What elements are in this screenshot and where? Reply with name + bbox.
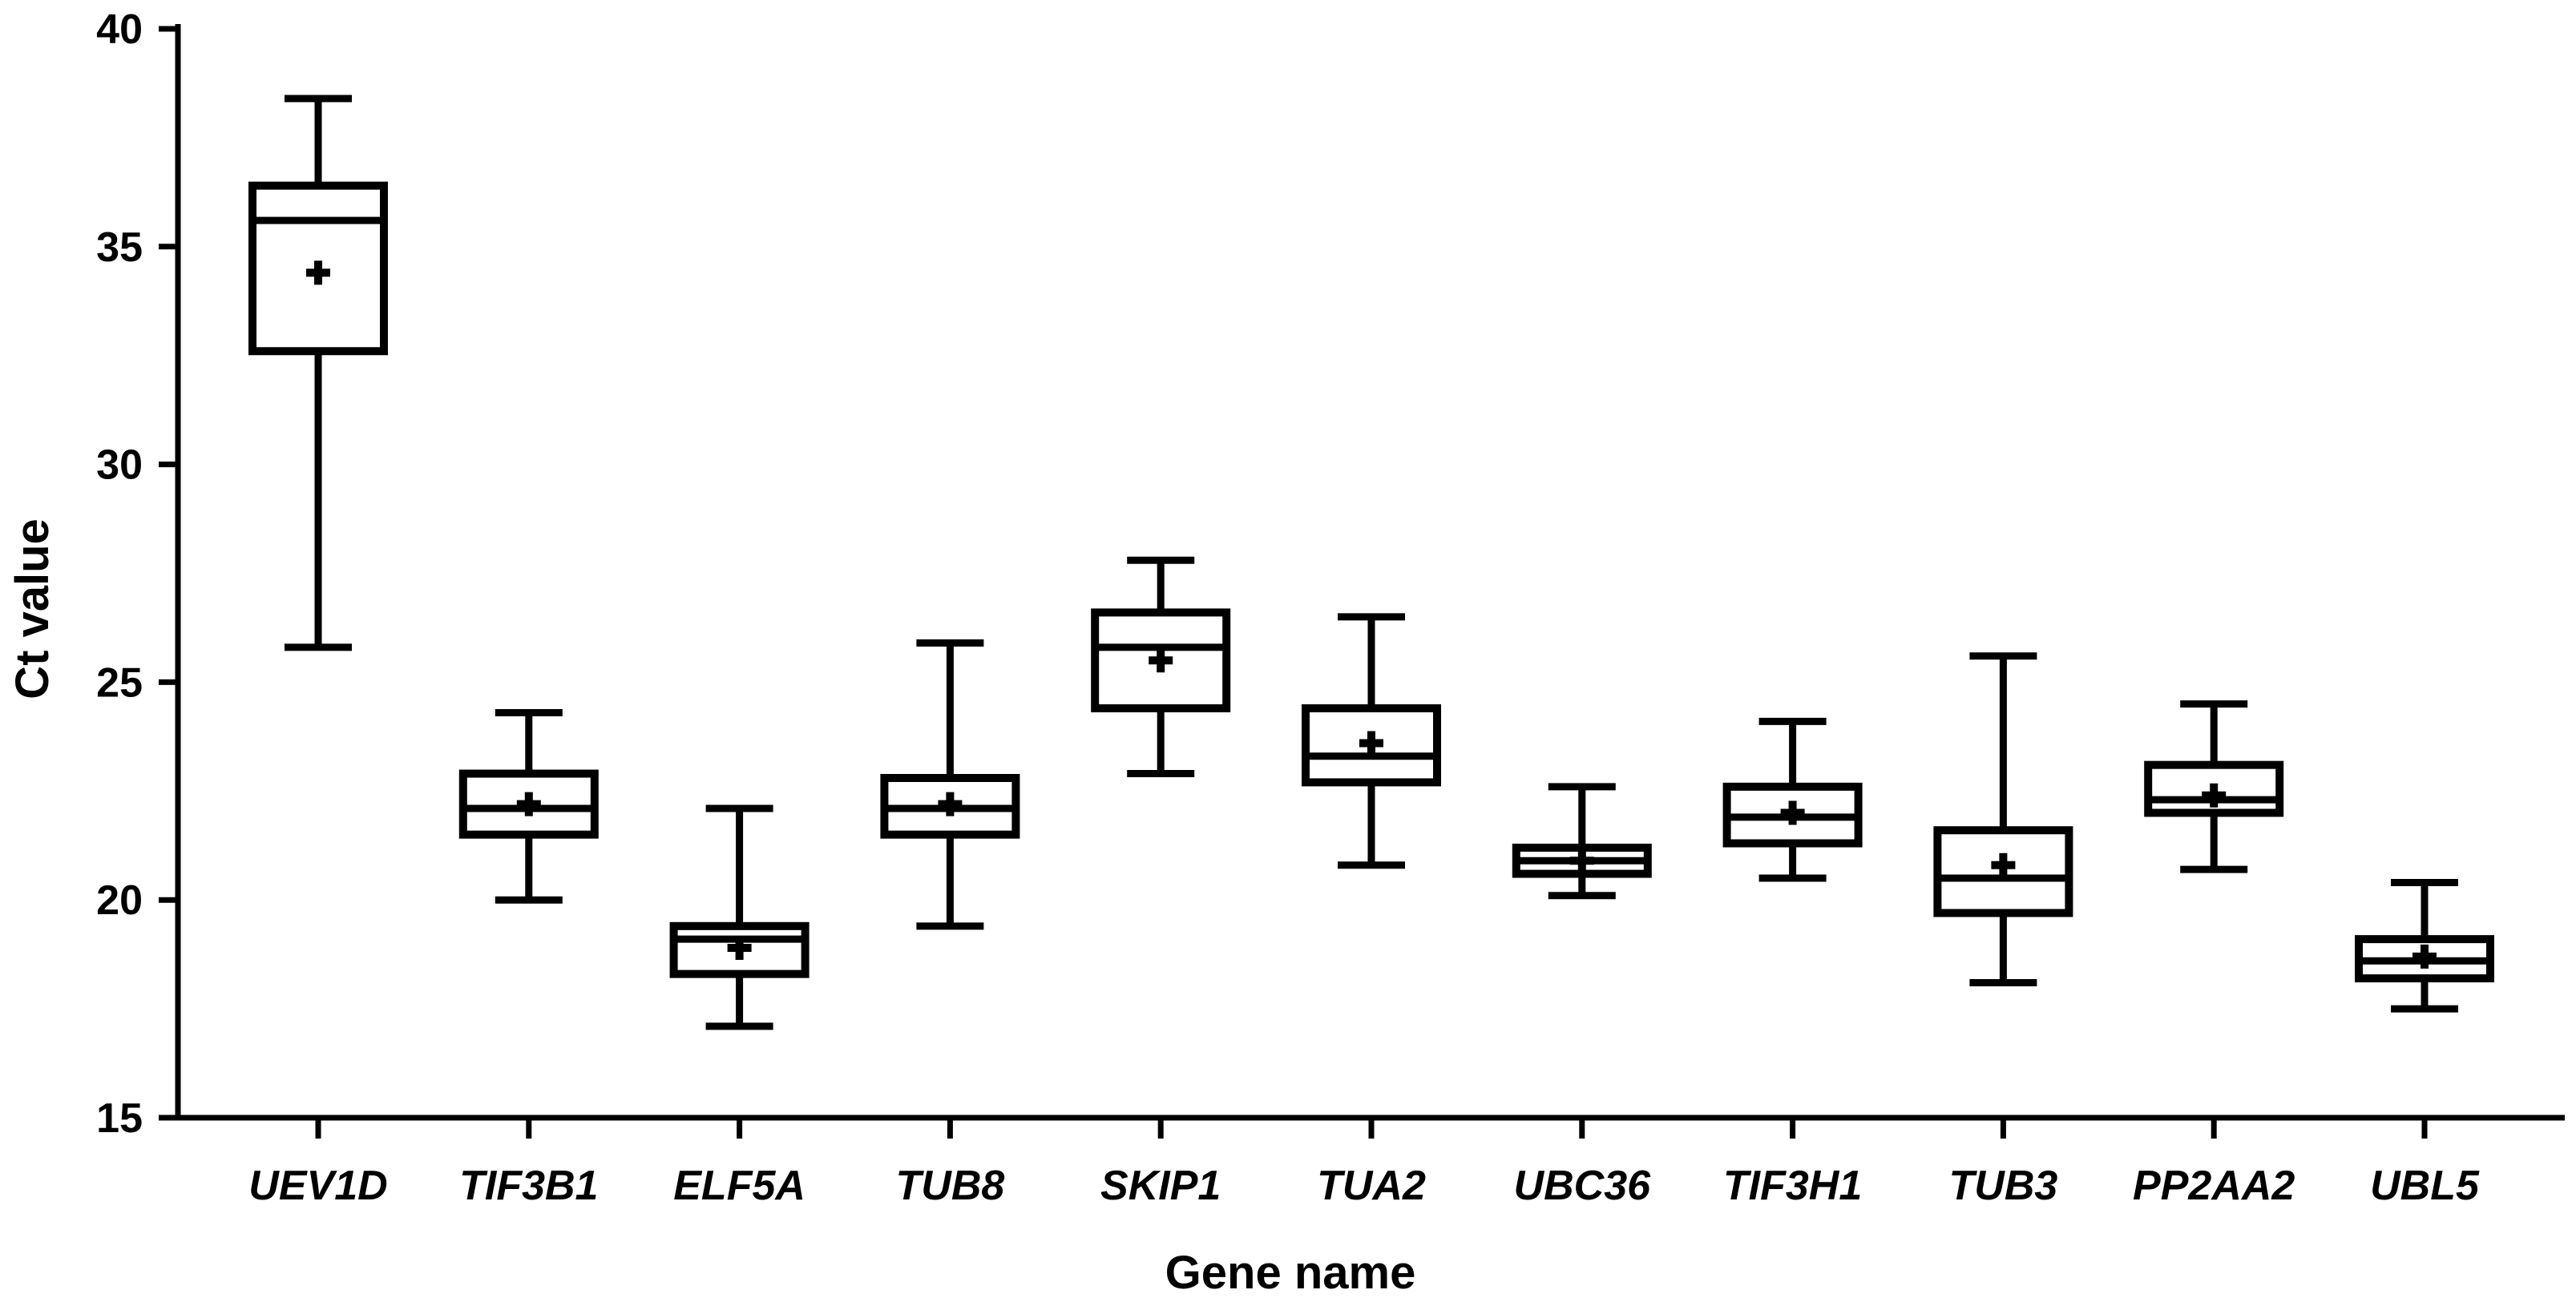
x-tick-label: UEV1D	[248, 1163, 387, 1209]
iqr-box	[1302, 704, 1441, 787]
iqr-box	[248, 181, 388, 356]
mean-marker	[1569, 849, 1594, 873]
mean-marker	[1991, 853, 2016, 877]
mean-marker	[516, 792, 541, 816]
box-tua2	[1302, 613, 1441, 869]
iqr-box	[669, 921, 810, 978]
mean-marker	[1780, 800, 1805, 825]
box-skip1	[1091, 556, 1231, 778]
box-uev1d	[248, 95, 388, 651]
y-axis-title: Ct value	[6, 518, 59, 699]
y-tick-label: 15	[96, 1095, 143, 1142]
x-tick-label: PP2AA2	[2133, 1163, 2295, 1209]
box-pp2aa2	[2144, 700, 2284, 873]
box-tif3b1	[458, 708, 599, 904]
y-tick-label: 20	[96, 877, 143, 924]
mean-marker	[1359, 731, 1383, 756]
x-tick-label: TUB3	[1949, 1163, 2058, 1209]
x-tick-label: TUB8	[896, 1163, 1005, 1209]
box-elf5a	[669, 804, 810, 1030]
y-tick-label: 25	[96, 659, 143, 706]
iqr-box	[2144, 760, 2284, 817]
y-tick-label: 40	[96, 6, 143, 53]
x-tick-label: UBL5	[2370, 1163, 2480, 1209]
iqr-box	[1091, 608, 1231, 713]
iqr-box	[458, 769, 599, 839]
mean-marker	[2412, 944, 2437, 969]
y-tick-label: 35	[96, 224, 143, 271]
x-axis-title: Gene name	[1165, 1247, 1416, 1299]
y-axis-ticks: 15 20 25 30 35 40	[96, 6, 178, 1142]
box-ubl5	[2355, 878, 2494, 1013]
x-tick-label: TUA2	[1317, 1163, 1426, 1209]
x-tick-label: TIF3B1	[459, 1163, 598, 1209]
x-tick-label: SKIP1	[1100, 1163, 1221, 1209]
mean-marker	[1149, 648, 1173, 673]
mean-marker	[938, 792, 963, 816]
x-tick-label: ELF5A	[673, 1163, 806, 1209]
mean-marker	[727, 936, 752, 960]
mean-marker	[2202, 783, 2227, 808]
box-tif3h1	[1722, 717, 1863, 882]
x-tick-label: TIF3H1	[1723, 1163, 1862, 1209]
box-tub3	[1933, 652, 2073, 986]
y-tick-label: 30	[96, 442, 143, 489]
box-tub8	[880, 639, 1020, 930]
x-axis-ticks: UEV1D TIF3B1 ELF5A TUB8 SKIP1 TUA2 UBC36 TIF3H1…	[248, 1118, 2480, 1209]
box-series	[248, 95, 2494, 1030]
iqr-box	[1933, 826, 2073, 917]
x-tick-label: UBC36	[1514, 1163, 1652, 1209]
box-ubc36	[1512, 783, 1652, 900]
mean-marker	[306, 260, 330, 285]
